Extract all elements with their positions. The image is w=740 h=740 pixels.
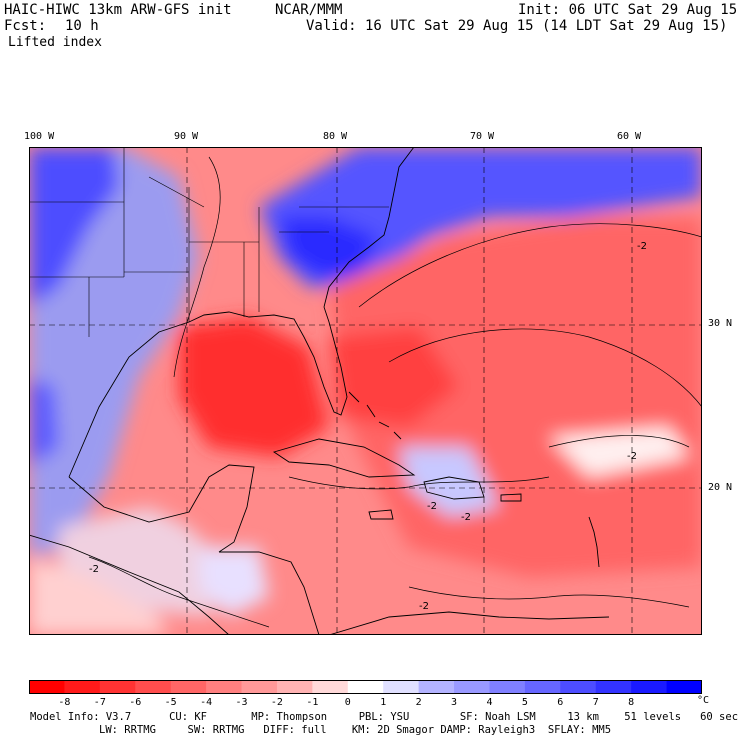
coastline-south-america (328, 611, 610, 635)
colorbar-segment (206, 680, 243, 694)
contour-label: -2 (419, 601, 429, 612)
model-info-line1: Model Info: V3.7 CU: KF MP: Thompson PBL… (30, 711, 739, 723)
stable-core-west (29, 147, 119, 307)
contour-line-1 (173, 156, 221, 378)
colorbar-segment (276, 680, 313, 694)
coastline-jamaica (368, 509, 394, 520)
valid-time: Valid: 16 UTC Sat 29 Aug 15 (14 LDT Sat … (306, 18, 728, 34)
colorbar-segment (595, 680, 632, 694)
lon-label-70w: 70 W (470, 131, 495, 142)
coastline-yucatan (68, 464, 255, 553)
contour-label: -2 (637, 241, 647, 252)
contour-line-5 (548, 435, 690, 448)
colorbar-tick-label: 6 (557, 697, 564, 708)
colorbar-tick-label: -8 (58, 697, 71, 708)
coastline-us-east (323, 147, 415, 308)
colorbar-segment (524, 680, 561, 694)
contour-label: -2 (89, 564, 99, 575)
colorbar-segment (489, 680, 526, 694)
contour-label: -2 (427, 501, 437, 512)
colorbar-tick-label: -1 (306, 697, 319, 708)
colorbar-segment (135, 680, 172, 694)
lat-label-20n: 20 N (708, 482, 733, 493)
forecast-hour: 10 h (65, 18, 99, 34)
model-title: HAIC-HIWC 13km ARW-GFS init (4, 2, 232, 18)
coastline-pacific (29, 534, 230, 635)
lon-label-60w: 60 W (617, 131, 642, 142)
colorbar-segment (99, 680, 136, 694)
neutral-pacific (29, 557, 169, 635)
coastline-cuba (272, 438, 416, 478)
init-time: Init: 06 UTC Sat 29 Aug 15 (518, 2, 738, 18)
islands-bahamas (348, 391, 402, 440)
org-label: NCAR/MMM (275, 2, 343, 18)
colorbar-tick-label: -5 (164, 697, 177, 708)
contour-line-4 (288, 476, 550, 490)
neutral-central-america (199, 547, 269, 617)
forecast-label: Fcst: (4, 18, 47, 34)
colorbar-segment (29, 680, 65, 694)
contour-line-6 (88, 556, 270, 628)
colorbar-tick-label: -3 (235, 697, 248, 708)
colorbar-segment (383, 680, 420, 694)
colorbar-segment (347, 680, 384, 694)
colorbar-frame (29, 680, 702, 694)
map-frame (29, 147, 702, 635)
colorbar-segment (418, 680, 455, 694)
lon-label-80w: 80 W (323, 131, 348, 142)
colorbar-tick-label: 8 (628, 697, 635, 708)
contour-line-3 (388, 328, 702, 408)
contour-line-2 (358, 223, 702, 308)
colorbar-segment (560, 680, 597, 694)
contour-line-7 (408, 586, 690, 608)
colorbar-segment (312, 680, 349, 694)
unstable-florida-bahamas (329, 327, 459, 427)
lifted-index-map: -2 -2 -2 -2 -2 -2 (29, 147, 702, 635)
stable-core-texas (29, 377, 59, 467)
colorbar-tick-label: 3 (451, 697, 458, 708)
colorbar-tick-label: -4 (200, 697, 213, 708)
coastline-us-gulf (68, 306, 348, 478)
colorbar-tick-label: -6 (129, 697, 142, 708)
islands-lesser-antilles (588, 516, 600, 568)
contour-label: -2 (461, 512, 471, 523)
colorbar (29, 680, 702, 694)
colorbar-tick-label: 7 (592, 697, 599, 708)
field-name: Lifted index (8, 35, 102, 50)
contours (88, 156, 702, 628)
colorbar-segment (64, 680, 101, 694)
colorbar-segment (170, 680, 207, 694)
latlon-grid (29, 147, 702, 635)
colorbar-segment (454, 680, 490, 694)
unstable-gulf-core (179, 317, 329, 457)
colorbar-segment (241, 680, 278, 694)
model-info-line2: LW: RRTMG SW: RRTMG DIFF: full KM: 2D Sm… (99, 724, 612, 736)
colorbar-tick-label: 5 (521, 697, 528, 708)
lat-label-30n: 30 N (708, 318, 733, 329)
colorbar-tick-label: 2 (415, 697, 422, 708)
colorbar-tick-label: -7 (93, 697, 106, 708)
colorbar-segment (631, 680, 668, 694)
contour-label: -2 (627, 451, 637, 462)
state-borders (29, 147, 389, 337)
colorbar-tick-label: 1 (380, 697, 387, 708)
colorbar-tick-label: 0 (344, 697, 351, 708)
colorbar-tick-label: -2 (270, 697, 283, 708)
colorbar-tick-label: 4 (486, 697, 493, 708)
lon-label-100w: 100 W (24, 131, 55, 142)
coastline-central-america (219, 551, 320, 635)
colorbar-segment (666, 680, 702, 694)
lon-label-90w: 90 W (174, 131, 199, 142)
colorbar-unit: °C (697, 695, 710, 706)
coastline-puerto-rico (500, 493, 522, 502)
